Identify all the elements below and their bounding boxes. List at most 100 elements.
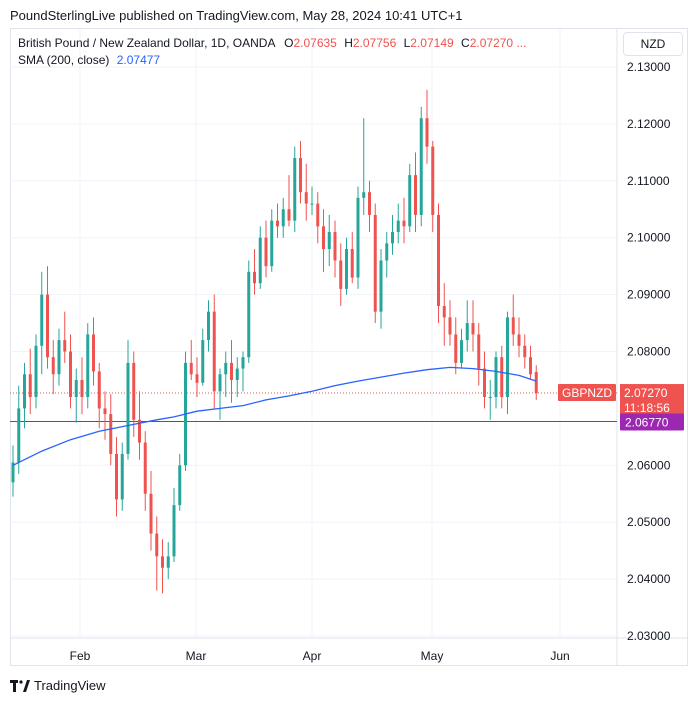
candle: [506, 311, 509, 415]
candle-body: [201, 340, 205, 383]
candle: [322, 209, 325, 272]
candle-body: [218, 374, 222, 392]
candle: [230, 340, 233, 403]
candle-body: [74, 379, 78, 398]
candle: [103, 391, 107, 440]
candle-body: [379, 260, 383, 312]
y-tick-label: 2.13000: [627, 60, 671, 74]
candle: [477, 323, 481, 386]
candle-body: [247, 271, 251, 358]
x-tick-label: May: [421, 649, 444, 663]
candle-body: [454, 334, 458, 363]
low-value: 2.07149: [410, 36, 454, 50]
candle-body: [419, 118, 423, 215]
candle: [534, 365, 538, 400]
candle-body: [373, 214, 377, 312]
tradingview-brand[interactable]: TradingView: [10, 678, 106, 693]
candle: [327, 214, 331, 267]
candle-body: [109, 414, 113, 454]
candle: [379, 249, 383, 329]
candle-body: [293, 158, 297, 221]
candle-body: [529, 357, 532, 375]
y-tick-label: 2.03000: [627, 629, 671, 643]
tradingview-logo-icon: [10, 679, 30, 692]
candle: [310, 186, 314, 215]
candle-body: [178, 465, 182, 506]
candle-body: [316, 203, 320, 227]
candle-body: [11, 462, 15, 483]
candle: [86, 323, 90, 409]
candle-body: [402, 220, 406, 227]
candle: [143, 431, 147, 511]
candle-body: [431, 146, 435, 215]
candle: [57, 328, 61, 386]
currency-button[interactable]: NZD: [623, 32, 683, 56]
symbol-title: British Pound / New Zealand Dollar, 1D, …: [18, 36, 275, 50]
candle-body: [517, 334, 521, 346]
candle-body: [86, 334, 90, 398]
candle-body: [356, 197, 360, 278]
candle: [11, 445, 15, 497]
candle-body: [494, 357, 498, 398]
candle: [172, 488, 176, 563]
candle: [408, 163, 412, 233]
candle-body: [310, 203, 314, 205]
candle-body: [195, 374, 199, 383]
candle: [391, 214, 394, 255]
candle: [419, 106, 423, 227]
candle: [63, 311, 67, 363]
candle-body: [103, 408, 107, 415]
candle: [276, 203, 279, 238]
candle: [178, 453, 182, 511]
symbol-price-tag: GBPNZD: [558, 384, 616, 402]
candle-body: [425, 118, 429, 147]
candle: [529, 345, 532, 380]
candle: [235, 357, 239, 398]
last-price-text: 2.07270: [624, 386, 668, 400]
candle: [51, 340, 55, 395]
candle-body: [442, 305, 446, 318]
chart-grid: [10, 29, 688, 666]
candle-body: [207, 311, 210, 341]
candle-body: [339, 260, 343, 289]
y-tick-label: 2.08000: [627, 345, 671, 359]
brand-name: TradingView: [34, 678, 106, 693]
candle: [287, 175, 291, 227]
level-price-tag-text: 2.06770: [625, 415, 669, 429]
candle-body: [189, 362, 193, 375]
candle-body: [465, 323, 469, 341]
ohlc-legend: British Pound / New Zealand Dollar, 1D, …: [18, 36, 526, 50]
countdown-text: 11:18:56: [624, 401, 670, 415]
candle: [460, 328, 463, 369]
candle-body: [385, 243, 389, 261]
candle: [212, 294, 216, 409]
candle-body: [299, 158, 302, 193]
candle-body: [488, 397, 492, 399]
candle: [17, 385, 21, 474]
candle: [488, 379, 492, 420]
sma-label: SMA (200, close): [18, 53, 110, 67]
candle-body: [368, 192, 371, 215]
candle: [201, 328, 205, 386]
candle: [373, 203, 377, 324]
candle-body: [414, 175, 417, 215]
candle: [523, 334, 527, 369]
candles: [11, 89, 538, 594]
candle: [166, 542, 170, 580]
chart-frame: [10, 28, 688, 666]
candle: [80, 357, 84, 415]
candle-body: [80, 379, 84, 398]
candle: [69, 334, 72, 409]
candle: [425, 89, 429, 164]
candle-body: [63, 340, 67, 352]
y-tick-label: 2.06000: [627, 458, 671, 472]
candle-body: [483, 368, 486, 398]
open-label: O: [284, 36, 294, 50]
candle-body: [138, 419, 141, 443]
candle: [402, 197, 406, 244]
sma-line: [12, 366, 537, 466]
candle-body: [362, 192, 366, 198]
candle-body: [534, 371, 538, 394]
